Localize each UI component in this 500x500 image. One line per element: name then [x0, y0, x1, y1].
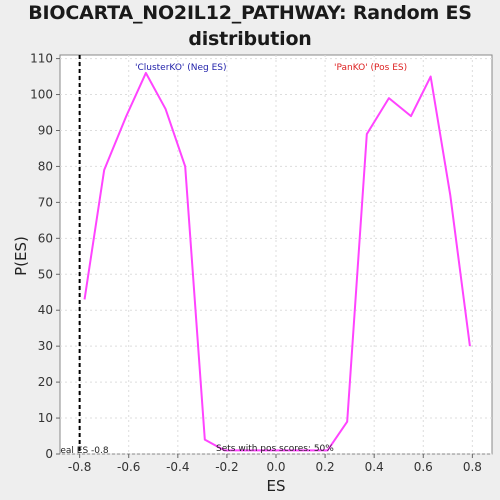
ticks: 0 10 20 30 40 50 60 70 80 90 100 110 -0.8 -0.6 -0.4 -0.… — [30, 52, 482, 474]
plot-area — [59, 54, 493, 455]
x-tick-label: 0.8 — [463, 460, 482, 474]
y-tick-label: 80 — [38, 159, 53, 173]
neg-es-label: 'ClusterKO' (Neg ES) — [135, 63, 227, 73]
y-tick-label: 40 — [38, 303, 53, 317]
y-axis-title: P(ES) — [12, 236, 30, 276]
y-tick-label: 90 — [38, 123, 53, 137]
y-tick-label: 0 — [45, 447, 53, 461]
x-tick-label: 0.0 — [266, 460, 285, 474]
y-tick-label: 10 — [38, 411, 53, 425]
y-tick-label: 110 — [30, 52, 53, 66]
real-es-label: Real ES -0.8 — [55, 446, 109, 456]
x-tick-label: 0.4 — [365, 460, 384, 474]
chart-title: BIOCARTA_NO2IL12_PATHWAY: Random ES dist… — [0, 0, 500, 52]
sets-pos-scores-label: Sets with pos scores: 50% — [216, 444, 334, 454]
y-tick-label: 20 — [38, 375, 53, 389]
x-tick-label: -0.4 — [166, 460, 189, 474]
y-tick-label: 50 — [38, 267, 53, 281]
x-tick-label: 0.2 — [316, 460, 335, 474]
x-tick-label: 0.6 — [414, 460, 433, 474]
series-line-0 — [83, 71, 471, 452]
x-axis-title: ES — [267, 477, 286, 495]
chart-title-line-1: BIOCARTA_NO2IL12_PATHWAY: Random ES — [28, 2, 472, 24]
x-tick-label: -0.6 — [117, 460, 140, 474]
y-tick-label: 30 — [38, 339, 53, 353]
x-tick-label: -0.8 — [68, 460, 91, 474]
chart-title-line-2: distribution — [188, 28, 312, 50]
y-tick-label: 70 — [38, 195, 53, 209]
annotations: 'ClusterKO' (Neg ES) 'PanKO' (Pos ES) Se… — [135, 63, 407, 454]
y-tick-label: 60 — [38, 231, 53, 245]
y-tick-label: 100 — [30, 88, 53, 102]
x-tick-label: -0.2 — [215, 460, 238, 474]
pos-es-label: 'PanKO' (Pos ES) — [334, 63, 407, 73]
series-group — [83, 71, 471, 452]
real-es-marker: Real ES -0.8 — [55, 55, 109, 456]
